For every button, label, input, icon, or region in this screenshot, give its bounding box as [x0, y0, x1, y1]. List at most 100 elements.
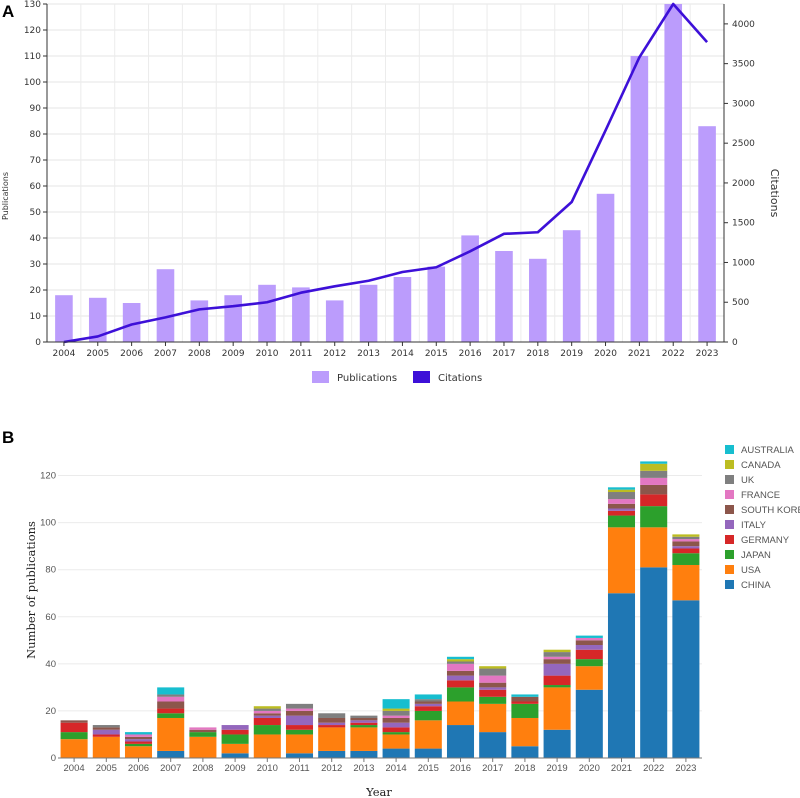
xtick-label-2006: 2006 — [128, 763, 149, 774]
ytick-label: 30 — [30, 260, 42, 270]
bar-uk-2011 — [285, 703, 314, 709]
ytick-right-label: 3500 — [732, 60, 755, 70]
bar-usa-2009 — [221, 743, 249, 754]
bar-germany-2012 — [318, 725, 346, 728]
bar-publications-2023 — [698, 126, 716, 342]
bar-china-2020 — [575, 689, 603, 758]
bar-usa-2023 — [672, 564, 700, 601]
bar-germany-2010 — [253, 717, 281, 726]
bar-japan-2015 — [414, 710, 442, 721]
legend-label-uk: UK — [741, 475, 755, 486]
bar-china-2012 — [318, 750, 346, 758]
bar-usa-2006 — [124, 746, 153, 758]
bar-germany-2015 — [414, 706, 442, 711]
bar-italy-2016 — [446, 675, 475, 681]
chart-a-legend: Publications Citations — [312, 371, 482, 384]
bar-japan-2022 — [640, 506, 668, 528]
legend-label-citations: Citations — [438, 373, 482, 384]
ytick-label: 120 — [24, 26, 41, 36]
bar-publications-2006 — [122, 303, 141, 342]
bar-south-korea-2022 — [640, 484, 668, 495]
xtick-label-2010: 2010 — [257, 763, 278, 774]
legend-swatch-japan — [725, 550, 734, 559]
xtick-label-2015: 2015 — [418, 763, 439, 774]
ytick-right-label: 500 — [732, 298, 749, 308]
bar-south-korea-2017 — [479, 682, 507, 688]
xtick-label-2018: 2018 — [514, 763, 535, 774]
bar-japan-2010 — [253, 725, 281, 735]
bar-south-korea-2021 — [607, 503, 636, 509]
bar-usa-2005 — [92, 736, 120, 758]
xtick-label-2012: 2012 — [323, 349, 346, 359]
xtick-label-2005: 2005 — [96, 763, 117, 774]
bar-usa-2011 — [285, 734, 314, 754]
bar-japan-2011 — [285, 729, 314, 735]
legend-label-japan: JAPAN — [741, 550, 771, 561]
legend-label-germany: GERMANY — [741, 535, 790, 546]
bar-germany-2009 — [221, 729, 249, 735]
bar-germany-2011 — [285, 725, 314, 730]
ytick-label: 0 — [51, 753, 56, 764]
ytick-label: 100 — [24, 78, 41, 88]
bar-south-korea-2013 — [350, 717, 378, 721]
bar-france-2017 — [479, 675, 507, 683]
bar-japan-2008 — [189, 732, 217, 737]
bar-china-2018 — [511, 746, 539, 758]
ytick-label: 80 — [45, 565, 56, 576]
bar-australia-2016 — [446, 656, 475, 660]
xtick-label-2006: 2006 — [120, 349, 143, 359]
bar-publications-2013 — [359, 284, 378, 342]
xtick-label-2008: 2008 — [188, 349, 211, 359]
bar-france-2020 — [575, 637, 603, 641]
ytick-label: 40 — [45, 659, 56, 670]
xtick-label-2017: 2017 — [482, 763, 503, 774]
chart-b-ylabel: Number of publications — [24, 521, 38, 659]
bar-usa-2018 — [511, 717, 539, 747]
bar-publications-2010 — [258, 284, 276, 342]
bar-publications-2021 — [630, 56, 649, 342]
xtick-label-2020: 2020 — [579, 763, 600, 774]
chart-b-xlabel: Year — [365, 785, 392, 798]
bar-china-2009 — [221, 753, 249, 758]
bar-france-2021 — [607, 499, 636, 504]
bar-japan-2007 — [157, 713, 185, 718]
xtick-label-2016: 2016 — [450, 763, 471, 774]
ytick-label: 70 — [30, 156, 42, 166]
bar-south-korea-2014 — [382, 717, 410, 723]
bar-germany-2013 — [350, 722, 378, 726]
bar-usa-2020 — [575, 666, 603, 690]
bar-germany-2016 — [446, 680, 475, 688]
legend-swatch-citations — [413, 371, 430, 383]
xtick-label-2015: 2015 — [425, 349, 448, 359]
bar-france-2019 — [543, 656, 571, 660]
bar-south-korea-2019 — [543, 659, 571, 664]
bar-publications-2018 — [529, 258, 547, 342]
bar-uk-2022 — [640, 470, 668, 478]
bar-usa-2008 — [189, 736, 217, 758]
xtick-label-2014: 2014 — [391, 349, 414, 359]
bar-south-korea-2007 — [157, 701, 185, 709]
bar-china-2021 — [607, 593, 636, 758]
bar-france-2014 — [382, 715, 410, 718]
bar-publications-2007 — [156, 269, 175, 342]
bar-uk-2014 — [382, 710, 410, 716]
bar-france-2016 — [446, 663, 475, 671]
ytick-label: 60 — [30, 182, 42, 192]
ytick-label: 80 — [30, 130, 42, 140]
bar-italy-2021 — [607, 508, 636, 511]
xtick-label-2012: 2012 — [321, 763, 342, 774]
legend-label-china: CHINA — [741, 580, 771, 591]
bar-japan-2006 — [124, 743, 153, 747]
bar-germany-2017 — [479, 689, 507, 697]
bar-publications-2016 — [461, 235, 479, 342]
legend-swatch-germany — [725, 535, 734, 544]
bar-germany-2020 — [575, 649, 603, 660]
ytick-right-label: 1500 — [732, 219, 755, 229]
bar-uk-2019 — [543, 652, 571, 657]
legend-label-australia: AUSTRALIA — [741, 445, 794, 456]
bar-germany-2007 — [157, 708, 185, 714]
bar-italy-2017 — [479, 687, 507, 690]
chart-b-grid — [58, 475, 702, 712]
chart-a-ylabel: Publications — [1, 172, 10, 220]
chart-b-legend: AUSTRALIA CANADA UK FRANCE SOUTH KOREA ITALY G… — [725, 445, 800, 591]
